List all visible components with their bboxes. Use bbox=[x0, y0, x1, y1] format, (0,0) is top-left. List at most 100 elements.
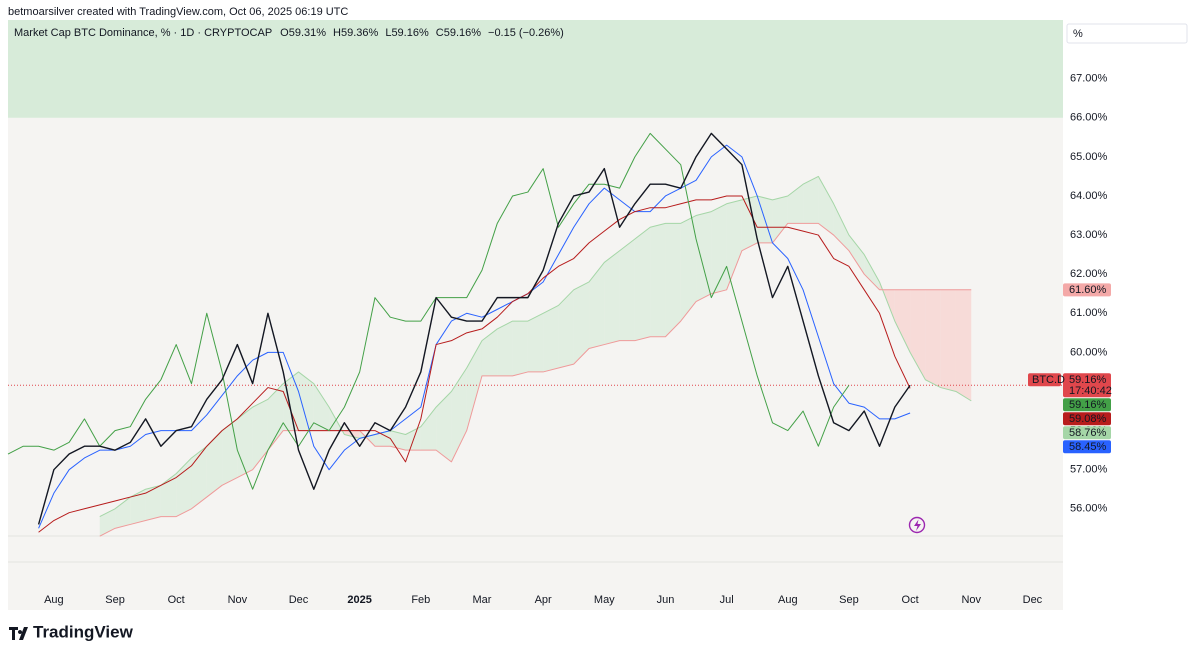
price-tag bbox=[1063, 398, 1111, 412]
x-tick-label: Oct bbox=[168, 594, 185, 606]
y-tick-label: 67.00% bbox=[1070, 73, 1108, 85]
cloud-segment bbox=[313, 383, 330, 431]
x-tick-label: Aug bbox=[778, 594, 798, 606]
cloud-segment bbox=[925, 289, 941, 388]
price-tag bbox=[1063, 440, 1111, 454]
series-line bbox=[37, 132, 911, 525]
cloud-segment bbox=[115, 497, 131, 529]
x-tick-label: Jul bbox=[720, 594, 734, 606]
cloud-segment bbox=[206, 430, 223, 498]
ohlc-value: 59.31% bbox=[289, 27, 327, 39]
price-tag bbox=[1063, 373, 1111, 398]
cloud-segment bbox=[527, 313, 544, 372]
cloud-segment bbox=[955, 289, 972, 401]
cloud-segment bbox=[512, 321, 528, 376]
series-line bbox=[99, 175, 972, 518]
symbol-tag bbox=[1028, 373, 1061, 387]
lines-layer bbox=[7, 132, 972, 537]
y-tick-label: 62.00% bbox=[1070, 268, 1108, 280]
cloud-segment bbox=[573, 281, 590, 365]
x-tick-label: May bbox=[594, 594, 615, 606]
cloud-segment bbox=[267, 383, 284, 451]
x-tick-label: Apr bbox=[535, 594, 552, 606]
x-tick-label: 2025 bbox=[347, 594, 371, 606]
unit-box[interactable] bbox=[1066, 23, 1188, 44]
cloud-segment bbox=[390, 430, 406, 451]
price-tag-countdown: 17:40:42 bbox=[1069, 385, 1112, 397]
cloud-segment bbox=[894, 289, 911, 353]
cloud-segment bbox=[726, 199, 742, 290]
y-tick-label: 65.00% bbox=[1070, 151, 1108, 163]
cloud-segment bbox=[940, 289, 956, 392]
price-tag-label: 59.16% bbox=[1069, 374, 1107, 386]
cloud-segment bbox=[665, 223, 681, 337]
series-line bbox=[7, 132, 850, 490]
x-tick-label: Jun bbox=[657, 594, 675, 606]
ohlc-value: 59.16% bbox=[444, 27, 482, 39]
x-tick-label: Sep bbox=[105, 594, 125, 606]
cloud-segment bbox=[543, 305, 559, 372]
x-tick-label: Sep bbox=[839, 594, 859, 606]
series-line bbox=[38, 144, 911, 529]
footer-text: TradingView bbox=[33, 622, 134, 641]
y-tick-label: 60.00% bbox=[1070, 346, 1108, 358]
logo-mark bbox=[9, 627, 28, 640]
cloud-segment bbox=[604, 250, 620, 345]
cloud-segment bbox=[558, 289, 574, 369]
cloud-segment bbox=[481, 328, 498, 376]
unit-label: % bbox=[1073, 28, 1083, 40]
symbol-legend: Market Cap BTC Dominance, % · 1D · CRYPT… bbox=[14, 27, 272, 39]
cloud-segment bbox=[803, 176, 819, 224]
x-tick-label: Dec bbox=[1023, 594, 1043, 606]
x-tick-label: Aug bbox=[44, 594, 64, 606]
y-tick-label: 56.00% bbox=[1070, 503, 1108, 515]
cloud-segment bbox=[497, 321, 513, 376]
ohlc-value: 59.36% bbox=[341, 27, 379, 39]
cloud-segment bbox=[864, 254, 880, 290]
cloud-segment bbox=[130, 489, 146, 525]
ohlc-value: 59.16% bbox=[391, 27, 429, 39]
ohlc-key: L bbox=[385, 27, 391, 39]
cloud-segment bbox=[176, 457, 192, 517]
x-tick-label: Dec bbox=[289, 594, 309, 606]
price-tag bbox=[1063, 412, 1111, 426]
y-tick-label: 61.00% bbox=[1070, 307, 1108, 319]
price-tag bbox=[1063, 283, 1111, 297]
icon-bolt bbox=[914, 519, 921, 531]
cloud-segment bbox=[680, 215, 697, 322]
y-tick-label: 64.00% bbox=[1070, 190, 1108, 202]
ohlc-value: −0.15 (−0.26%) bbox=[488, 27, 564, 39]
y-tick-label: 66.00% bbox=[1070, 112, 1108, 124]
price-tag-label: 58.45% bbox=[1069, 441, 1107, 453]
y-tick-label: 63.00% bbox=[1070, 229, 1108, 241]
highlight-band bbox=[8, 20, 1063, 118]
price-tag-label: 59.08% bbox=[1069, 413, 1107, 425]
series-line bbox=[38, 195, 911, 533]
cloud-segment bbox=[160, 473, 177, 517]
header: betmoarsilver created with TradingView.c… bbox=[8, 6, 348, 18]
cloud-segment bbox=[436, 391, 452, 462]
cloud-segment bbox=[191, 446, 207, 509]
cloud-segment bbox=[833, 203, 849, 251]
cloud-segment bbox=[589, 262, 605, 349]
x-tick-label: Oct bbox=[902, 594, 919, 606]
price-tag-label: 58.76% bbox=[1069, 427, 1107, 439]
x-tick-label: Mar bbox=[473, 594, 492, 606]
cloud-segment bbox=[818, 176, 834, 236]
cloud-segment bbox=[772, 195, 788, 243]
cloud-segment bbox=[741, 195, 758, 251]
series-line bbox=[99, 222, 972, 537]
cloud-segment bbox=[298, 371, 314, 431]
cloud-segment bbox=[650, 223, 666, 337]
ohlc-key: O bbox=[280, 27, 289, 39]
cloud-segment bbox=[910, 289, 926, 380]
cloud-segment bbox=[466, 340, 482, 431]
x-tick-label: Feb bbox=[411, 594, 430, 606]
cloud-segment bbox=[696, 211, 712, 302]
symbol-tag-label: BTC.D bbox=[1032, 374, 1065, 386]
lightning-icon[interactable] bbox=[908, 516, 926, 534]
price-tag bbox=[1063, 426, 1111, 440]
cloud-segment bbox=[420, 407, 437, 451]
